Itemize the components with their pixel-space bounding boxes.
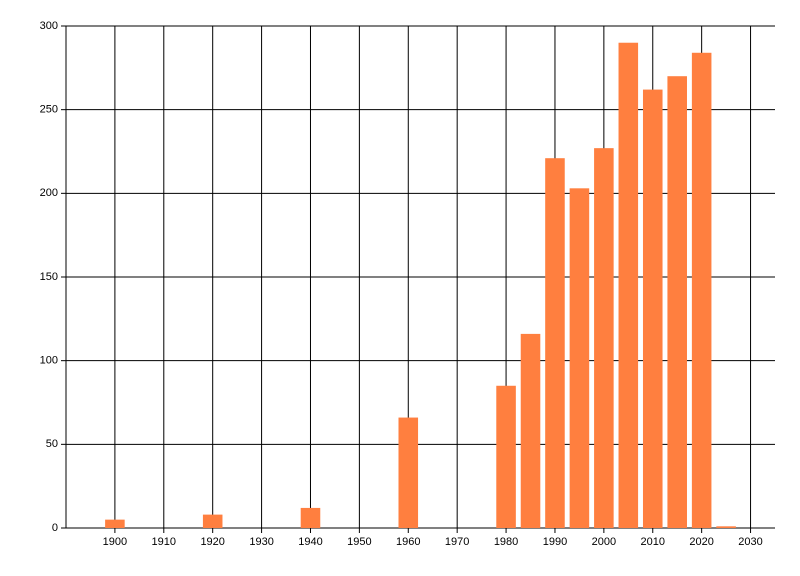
x-tick-label: 2030 [738, 536, 762, 548]
bar [105, 519, 125, 528]
bar [300, 507, 321, 528]
bar [398, 417, 419, 528]
x-tick-label: 1900 [103, 536, 127, 548]
x-tick-label: 2000 [592, 536, 616, 548]
x-tick-label: 2020 [689, 536, 713, 548]
bar [691, 52, 712, 528]
x-tick-label: 1960 [396, 536, 420, 548]
y-tick-label: 100 [40, 355, 58, 367]
x-tick-label: 1910 [152, 536, 176, 548]
x-tick-label: 2010 [641, 536, 665, 548]
x-tick-label: 1980 [494, 536, 518, 548]
y-tick-label: 200 [40, 187, 58, 199]
y-tick-label: 50 [46, 438, 58, 450]
bar [642, 89, 663, 528]
bar [496, 385, 516, 528]
x-tick-label: 1940 [298, 536, 322, 548]
bar [569, 188, 590, 528]
x-tick-label: 1920 [200, 536, 224, 548]
bar [520, 333, 541, 528]
y-tick-label: 150 [40, 271, 58, 283]
x-tick-label: 1930 [249, 536, 273, 548]
bar [594, 148, 614, 529]
x-tick-label: 1970 [445, 536, 469, 548]
bar [202, 514, 223, 528]
y-tick-label: 300 [40, 20, 58, 32]
bar [545, 158, 565, 528]
x-tick-label: 1990 [543, 536, 567, 548]
bar [716, 526, 736, 528]
bar [667, 76, 687, 528]
y-tick-label: 0 [52, 522, 58, 534]
x-tick-label: 1950 [347, 536, 371, 548]
y-tick-label: 250 [40, 104, 58, 116]
bar [618, 42, 639, 528]
